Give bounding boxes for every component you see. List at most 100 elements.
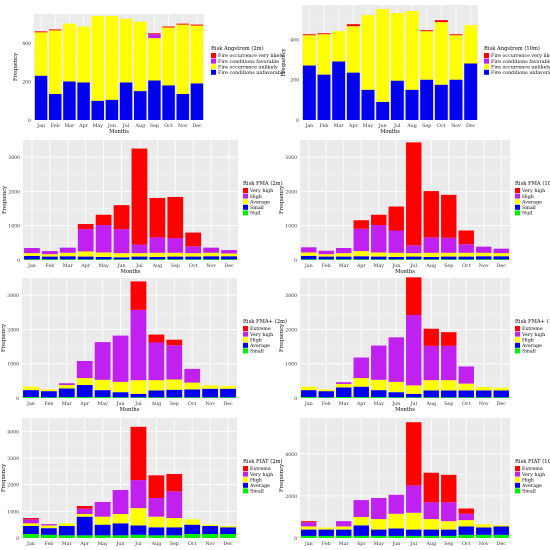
y-tick-label: 0 (294, 258, 297, 264)
x-tick-label: Jul (135, 263, 143, 269)
x-tick-label: Jul (409, 541, 417, 546)
bar-segment (130, 525, 147, 535)
bar-segment (353, 220, 369, 229)
x-tick-label: Apr (356, 263, 367, 269)
bar-segment (318, 535, 334, 538)
bar-segment (24, 259, 40, 260)
bar-segment (59, 256, 76, 260)
bar-segment (423, 397, 439, 398)
bar-segment (301, 252, 317, 256)
bar-segment (184, 382, 201, 390)
bar-segment (388, 513, 404, 529)
x-tick-label: Apr (79, 401, 90, 407)
legend-swatch (211, 64, 216, 70)
bar-segment (149, 197, 166, 238)
bar-segment (63, 81, 76, 120)
bar-segment (148, 34, 161, 39)
bar-segment (23, 386, 39, 391)
bar-segment (166, 527, 183, 536)
y-tick-label: 0 (294, 536, 297, 542)
x-tick-label: Dec (223, 541, 233, 546)
bar-segment (148, 380, 165, 391)
x-tick-label: Oct (462, 263, 471, 269)
y-axis-title: Frequency (279, 324, 285, 352)
legend-swatch (211, 58, 216, 64)
bar-segment (94, 396, 111, 398)
x-tick-label: Dec (497, 263, 507, 269)
bar-segment (131, 256, 148, 260)
legend-label: Null (522, 211, 533, 217)
bar-segment (423, 502, 439, 520)
bar-segment (131, 253, 148, 257)
bar-segment (76, 508, 93, 514)
bar-segment (148, 475, 165, 498)
bar-segment (95, 252, 112, 257)
bar-segment (202, 385, 219, 389)
bar-segment (388, 337, 404, 382)
bar-segment (40, 528, 57, 535)
x-tick-label: Jun (116, 263, 125, 269)
legend-swatch (243, 199, 248, 205)
bar-segment (130, 508, 147, 526)
y-tick-label: 2000 (8, 189, 20, 195)
y-tick-label: 3000 (285, 155, 297, 161)
bar-segment (166, 389, 183, 398)
bar-segment (301, 529, 317, 536)
legend-title: Risk FMA+ (10m) (515, 318, 550, 325)
legend-label: Fire occurrence unlikely (491, 64, 550, 70)
plot-background (22, 418, 237, 538)
legend-title: Risk FMA (10m) (515, 180, 550, 187)
bar-segment (318, 389, 334, 392)
bar-segment (458, 256, 474, 260)
bar-segment (388, 259, 404, 260)
y-axis-title: Frequency (281, 48, 287, 76)
x-axis-title: Months (109, 129, 129, 135)
bar-segment (105, 15, 119, 100)
bar-segment (184, 524, 201, 534)
legend-swatch (515, 348, 520, 354)
x-tick-label: Jul (134, 541, 142, 546)
x-tick-label: Mar (64, 123, 75, 129)
bar-segment (184, 534, 201, 538)
x-tick-label: Mar (334, 123, 345, 129)
bar-segment (353, 386, 369, 397)
bar-segment (166, 474, 183, 492)
x-tick-label: May (98, 263, 109, 269)
x-tick-label: Aug (151, 401, 162, 407)
bar-segment (203, 247, 220, 253)
x-tick-label: Feb (45, 263, 54, 269)
bar-segment (336, 382, 352, 384)
bar-segment (131, 244, 148, 254)
x-tick-label: Jun (115, 401, 124, 407)
x-axis-title: Months (395, 407, 415, 413)
legend-swatch (243, 342, 248, 348)
legend-label: High (522, 337, 534, 343)
legend-swatch (515, 210, 520, 216)
bar-segment (405, 89, 419, 120)
bar-segment (185, 259, 202, 260)
y-tick-label: 0 (296, 118, 299, 124)
x-tick-label: Oct (188, 541, 197, 546)
legend-label: Very high (249, 472, 273, 478)
bar-segment (94, 535, 111, 538)
legend-swatch (515, 188, 520, 193)
x-tick-label: Oct (437, 123, 446, 129)
x-tick-label: Feb (322, 541, 331, 546)
legend-title: Risk FIAT (2m) (243, 458, 283, 465)
bar-segment (476, 259, 492, 260)
bar-segment (166, 397, 183, 398)
x-tick-label: Nov (479, 541, 489, 546)
bar-segment (58, 535, 75, 538)
x-tick-label: Oct (189, 263, 198, 269)
bar-segment (406, 259, 422, 260)
bar-segment (176, 93, 189, 120)
x-tick-label: Jan (27, 263, 36, 269)
bar-segment (185, 232, 202, 247)
bar-segment (423, 535, 439, 538)
legend-label: Average (249, 199, 270, 205)
x-tick-label: Sep (444, 541, 453, 546)
x-axis-title: Months (120, 407, 140, 413)
bar-segment (119, 18, 133, 83)
legend-label: Very high (521, 472, 545, 478)
